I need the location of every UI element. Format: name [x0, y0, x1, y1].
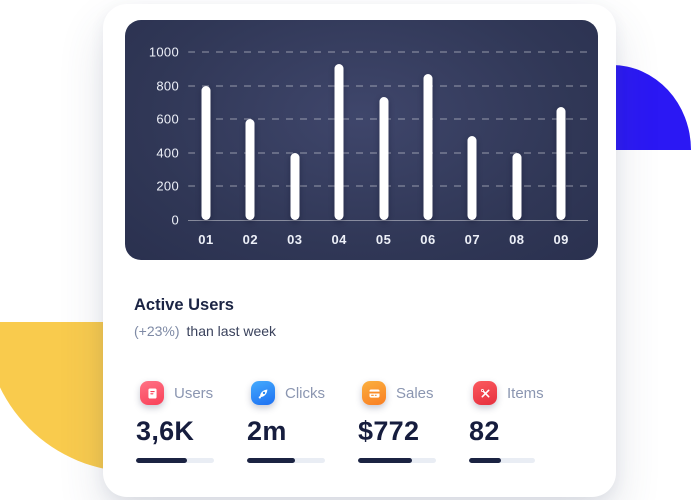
chart-bar-column: 05	[362, 20, 406, 260]
chart-bar-column: 06	[406, 20, 450, 260]
x-axis-tick-label: 05	[375, 232, 392, 247]
y-axis-tick-label: 800	[156, 78, 179, 94]
x-axis-tick-label: 04	[331, 232, 347, 247]
chart-bar	[467, 136, 477, 220]
chart-bar-column: 01	[184, 20, 228, 260]
chart-bar	[245, 119, 255, 220]
blue-quarter-shape	[612, 65, 691, 150]
rocket-icon	[251, 381, 275, 405]
stat-column-items: Items 82	[469, 381, 580, 463]
stat-value: $772	[358, 416, 420, 446]
x-axis-tick-label: 08	[509, 232, 525, 247]
credit-card-icon	[362, 381, 386, 405]
x-axis-tick-label: 09	[553, 232, 569, 247]
stat-header: Items	[469, 381, 580, 405]
bar-chart-panel: 0 200 400 600 800 1000 01 02 03 04 05 06 07 08 09	[125, 20, 598, 260]
chart-bar	[423, 73, 433, 220]
x-axis-tick-label: 07	[464, 232, 481, 247]
chart-bar-column: 09	[539, 20, 583, 260]
stats-row: Users 3,6K Clicks 2m Sales $772 Items	[136, 381, 580, 463]
report-icon	[140, 381, 164, 405]
x-axis-tick-label: 02	[242, 232, 259, 247]
chart-bar-column: 02	[228, 20, 272, 260]
stat-value: 3,6K	[136, 416, 195, 446]
chart-bar-column: 08	[495, 20, 539, 260]
dashboard-card: 0 200 400 600 800 1000 01 02 03 04 05 06 07 08 09 Act…	[103, 4, 616, 497]
stat-label: Clicks	[285, 384, 325, 402]
chart-bar-column: 03	[273, 20, 317, 260]
stat-progress-fill	[136, 458, 187, 463]
section-title: Active Users	[134, 296, 234, 314]
stat-value: 2m	[247, 416, 287, 446]
stat-header: Users	[136, 381, 247, 405]
stat-header: Sales	[358, 381, 469, 405]
chart-bar-column: 04	[317, 20, 361, 260]
chart-bar-column: 07	[450, 20, 494, 260]
y-axis-tick-label: 400	[156, 145, 179, 161]
gridline	[188, 84, 588, 87]
change-note: than last week	[186, 323, 277, 339]
chart-bar	[556, 107, 566, 220]
stat-progress-track	[136, 458, 214, 463]
stat-progress-fill	[469, 458, 502, 463]
tools-icon	[473, 381, 497, 405]
stat-column-sales: Sales $772	[358, 381, 469, 463]
y-axis-tick-label: 600	[156, 111, 179, 127]
x-axis-tick-label: 06	[420, 232, 436, 247]
section-subtitle: (+23%) than last week	[134, 323, 276, 339]
x-axis-tick-label: 01	[198, 232, 214, 247]
chart-bar	[379, 97, 389, 220]
chart-bar	[201, 85, 211, 220]
stat-header: Clicks	[247, 381, 358, 405]
x-axis-line	[188, 219, 588, 221]
stat-label: Sales	[396, 384, 434, 402]
chart-bar	[334, 63, 344, 220]
stat-progress-track	[358, 458, 436, 463]
stat-column-clicks: Clicks 2m	[247, 381, 358, 463]
change-percent: (+23%)	[134, 323, 180, 339]
gridline	[188, 51, 588, 53]
chart-bar	[290, 152, 300, 220]
y-axis-tick-label: 200	[156, 178, 179, 194]
stat-progress-track	[469, 458, 535, 463]
stat-column-users: Users 3,6K	[136, 381, 247, 463]
x-axis-tick-label: 03	[287, 232, 303, 247]
stat-value: 82	[469, 416, 500, 446]
stat-progress-fill	[247, 458, 295, 463]
y-axis-tick-label: 1000	[148, 44, 179, 60]
chart-bar	[512, 152, 522, 220]
stat-label: Users	[174, 384, 214, 402]
stat-progress-fill	[358, 458, 412, 463]
y-axis-tick-label: 0	[171, 212, 179, 228]
stat-label: Items	[507, 384, 544, 402]
stat-progress-track	[247, 458, 325, 463]
